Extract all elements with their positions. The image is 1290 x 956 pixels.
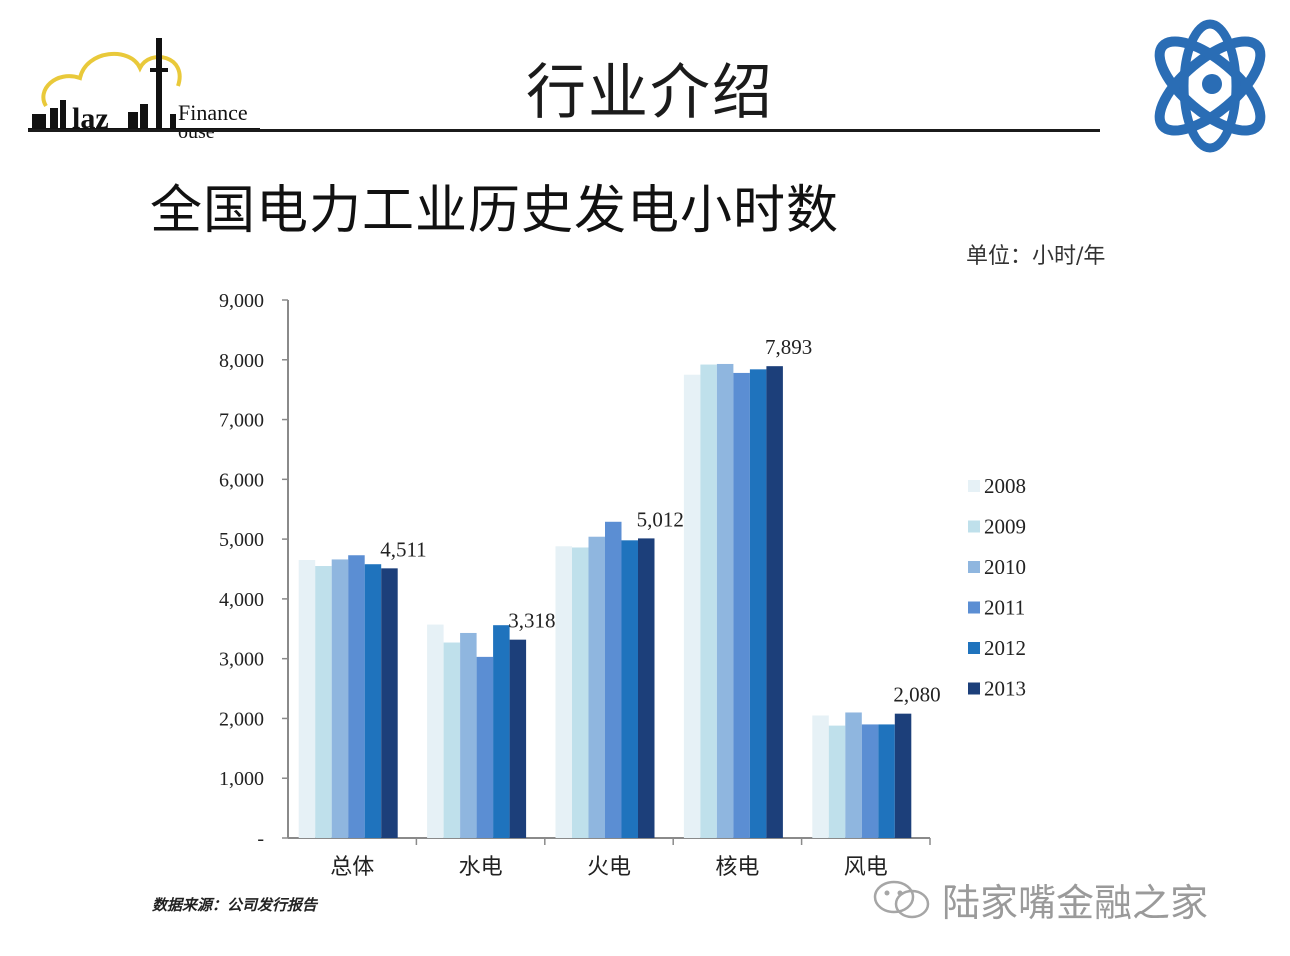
legend-swatch [968, 520, 980, 533]
bar [828, 725, 846, 838]
y-tick-label: 7,000 [219, 410, 264, 432]
bar [605, 521, 622, 838]
bar [493, 625, 510, 838]
x-tick-label: 风电 [844, 854, 888, 879]
bar [460, 632, 477, 838]
bar [861, 724, 879, 838]
data-label: 5,012 [637, 507, 684, 531]
logo-text: Finance [178, 100, 248, 125]
y-tick-label: 1,000 [219, 768, 264, 790]
bar [476, 656, 494, 838]
bar [700, 364, 717, 838]
y-tick-label: 9,000 [219, 290, 264, 312]
data-label: 7,893 [765, 335, 812, 359]
bar [878, 724, 895, 838]
bar [588, 536, 605, 838]
bar [572, 547, 589, 838]
y-tick-label: 8,000 [219, 350, 264, 372]
y-tick-label: - [257, 828, 264, 850]
legend-label: 2010 [984, 555, 1026, 579]
legend-label: 2011 [984, 596, 1025, 620]
bar [621, 540, 638, 838]
bar [509, 639, 527, 838]
bar [364, 564, 382, 838]
x-tick-label: 水电 [459, 854, 503, 879]
data-label: 2,080 [893, 683, 940, 707]
y-tick-label: 3,000 [219, 649, 264, 671]
bar [812, 715, 829, 838]
legend-swatch [968, 561, 980, 573]
bar [298, 560, 316, 838]
bar [331, 559, 349, 838]
bar [845, 712, 862, 838]
source-note: 数据来源：公司发行报告 [152, 896, 318, 914]
legend-swatch [968, 642, 980, 654]
x-tick-label: 总体 [330, 854, 374, 879]
bar [638, 538, 655, 838]
x-tick-label: 火电 [587, 854, 631, 879]
bar [766, 366, 783, 838]
y-tick-label: 5,000 [219, 529, 264, 551]
bar [555, 546, 572, 838]
wechat-icon [873, 880, 930, 919]
legend-label: 2009 [984, 515, 1026, 539]
bar [894, 713, 912, 838]
unit-label: 单位：小时/年 [966, 244, 1106, 269]
legend-swatch [968, 601, 980, 614]
data-label: 3,318 [508, 609, 555, 633]
bar [381, 568, 398, 838]
bar [427, 624, 444, 838]
bar [716, 363, 734, 838]
legend-swatch [968, 682, 980, 695]
atom-logo-icon [1140, 6, 1280, 166]
x-tick-label: 核电 [715, 854, 759, 879]
data-label: 4,511 [380, 537, 426, 561]
legend-swatch [968, 480, 980, 492]
chart-title: 全国电力工业历史发电小时数 [150, 181, 840, 241]
bar [348, 555, 365, 838]
page-title: 行业介绍 [526, 58, 774, 128]
y-tick-label: 2,000 [219, 708, 264, 730]
y-tick-label: 6,000 [219, 469, 264, 491]
legend-label: 2012 [984, 636, 1026, 660]
bar [683, 374, 701, 838]
y-tick-label: 4,000 [219, 589, 264, 611]
bar [443, 642, 461, 838]
bar [749, 369, 767, 838]
watermark: 陆家嘴金融之家 [872, 874, 1209, 925]
logo-text-2: ouse [178, 121, 215, 138]
bar [733, 372, 750, 838]
watermark-text: 陆家嘴金融之家 [942, 880, 1209, 925]
legend-label: 2013 [984, 677, 1026, 701]
legend-label: 2008 [984, 474, 1026, 498]
bar [315, 566, 332, 838]
header-divider [28, 129, 1100, 132]
